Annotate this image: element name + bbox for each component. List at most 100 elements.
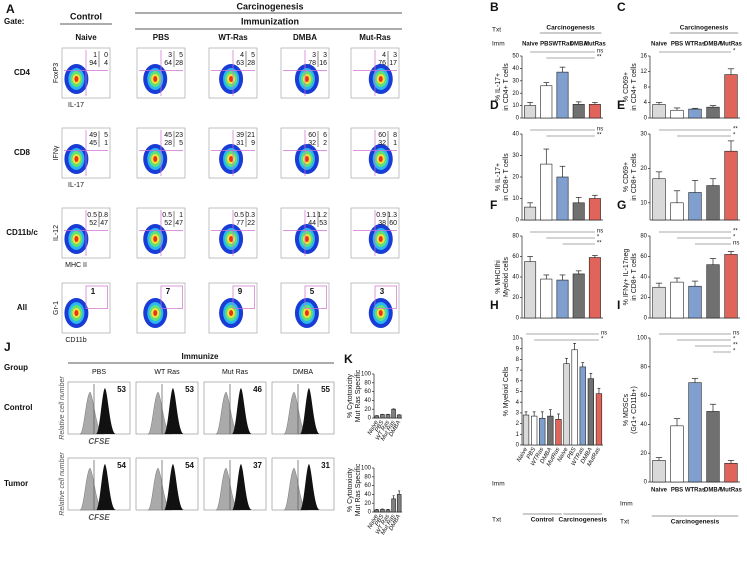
panel-label: I: [617, 298, 620, 312]
bar: [724, 150, 738, 221]
y-tick-label: 20: [512, 295, 519, 301]
histogram-black: [164, 464, 184, 510]
axis-label: CFSE: [88, 513, 110, 522]
y-tick-label: 40: [512, 66, 519, 72]
cell-density: [153, 156, 158, 162]
cell-density: [229, 310, 234, 316]
cell-density: [304, 236, 309, 242]
histogram-black: [232, 464, 252, 510]
y-tick-label: 30: [512, 78, 519, 84]
y-axis-label: Mut Ras Specific: [355, 463, 362, 516]
category-label: WTRas: [685, 488, 706, 494]
y-axis-label: % CD69+: [623, 162, 630, 192]
axis-label: IL-17: [68, 182, 84, 189]
group-header: Carcinogenesis: [236, 1, 303, 11]
group-header: Immunize: [182, 352, 219, 361]
histogram-black: [164, 388, 184, 434]
category-label: DMBA: [570, 42, 589, 48]
significance-label: *: [597, 235, 600, 241]
bar: [531, 415, 538, 446]
y-tick-label: 40: [512, 132, 519, 138]
quadrant-value: 3: [393, 52, 397, 59]
group-header: Control: [70, 11, 102, 21]
y-axis-label: in CD8+ T cells: [631, 153, 638, 201]
bar: [688, 382, 702, 483]
y-tick-label: 16: [640, 54, 647, 60]
quadrant-value: 63: [236, 60, 244, 67]
group-label: Group: [4, 363, 28, 372]
y-tick-label: 10: [640, 200, 647, 206]
quadrant-value: 5: [179, 52, 183, 59]
significance-label: *: [733, 49, 736, 55]
quadrant-value: 45: [89, 140, 97, 147]
row-label: Tumor: [4, 479, 28, 488]
bar: [524, 105, 537, 119]
quadrant-value: 38: [378, 220, 386, 227]
bar: [706, 185, 720, 221]
bar: [380, 414, 385, 419]
y-tick-label: 50: [512, 54, 519, 60]
bar: [706, 106, 720, 119]
y-tick-label: 0: [644, 116, 648, 122]
y-tick-label: 1: [516, 432, 520, 438]
quadrant-value: 32: [378, 140, 386, 147]
y-axis-label: (Gr1+ CD11b+): [631, 386, 638, 434]
quadrant-value: 0.8: [98, 212, 108, 219]
row-label: Imm: [492, 41, 505, 48]
y-tick-label: 60: [512, 254, 519, 260]
significance-label: ns: [597, 127, 603, 133]
y-tick-label: 20: [640, 166, 647, 172]
bar: [556, 279, 569, 319]
y-tick-label: 20: [640, 451, 647, 457]
cell-density: [74, 76, 79, 82]
cell-density: [153, 310, 158, 316]
cell-density: [378, 156, 383, 162]
y-axis-label: % Cytotoxicity: [347, 468, 354, 512]
column-label: Naive: [75, 33, 97, 42]
bar: [374, 415, 380, 419]
quadrant-value: 49: [89, 132, 97, 139]
histogram-black: [232, 388, 252, 434]
gate-value: 9: [238, 287, 243, 296]
y-tick-label: 0: [644, 316, 648, 322]
column-label: WT-Ras: [218, 33, 248, 42]
quadrant-value: 8: [393, 132, 397, 139]
quadrant-value: 4: [240, 52, 244, 59]
bar: [524, 261, 537, 319]
gate-label: Gate:: [4, 17, 24, 26]
bar: [391, 408, 396, 419]
quadrant-value: 0.5: [162, 212, 172, 219]
quadrant-value: 1.1: [306, 212, 316, 219]
y-tick-label: 20: [640, 295, 647, 301]
y-tick-label: 0: [516, 116, 520, 122]
axis-label: IL-12: [53, 225, 60, 241]
bar: [524, 206, 537, 221]
y-axis-label: % MHCIIhi: [495, 260, 502, 294]
gate-value: 3: [380, 287, 385, 296]
bar: [652, 460, 666, 483]
significance-label: ns: [733, 331, 739, 337]
category-label: MutRas: [720, 488, 742, 494]
percent-value: 54: [117, 461, 126, 470]
significance-label: *: [733, 337, 736, 343]
y-axis-label: % Myeloid Cells: [503, 366, 510, 416]
significance-label: **: [733, 343, 738, 349]
bar: [385, 509, 391, 513]
column-label: PBS: [153, 33, 170, 42]
bar: [572, 202, 585, 221]
quadrant-value: 52: [89, 220, 97, 227]
quadrant-value: 4: [382, 52, 386, 59]
y-tick-label: 10: [512, 336, 519, 342]
column-label: PBS: [92, 369, 106, 376]
category-label: PBS: [567, 447, 578, 460]
bar: [540, 163, 553, 221]
quadrant-value: 77: [236, 220, 244, 227]
gate: [374, 285, 397, 309]
quadrant-value: 47: [100, 220, 108, 227]
y-tick-label: 40: [640, 422, 647, 428]
category-label: PBS: [540, 42, 552, 48]
y-tick-label: 60: [640, 254, 647, 260]
quadrant-value: 0.5: [234, 212, 244, 219]
quadrant-value: 64: [164, 60, 172, 67]
quadrant-value: 60: [308, 132, 316, 139]
